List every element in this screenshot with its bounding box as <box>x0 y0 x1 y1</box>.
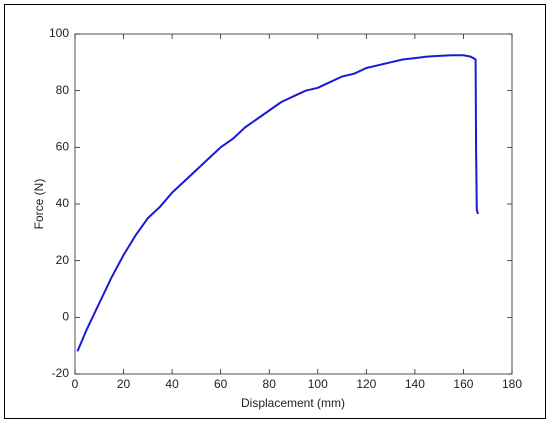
x-tick-label: 140 <box>405 377 425 391</box>
y-tick-label: -20 <box>52 366 70 380</box>
x-tick-label: 0 <box>72 377 79 391</box>
x-tick-label: 160 <box>453 377 473 391</box>
x-tick-label: 120 <box>356 377 376 391</box>
y-tick-label: 20 <box>56 253 70 267</box>
y-axis-label: Force (N) <box>32 179 46 230</box>
y-tick-label: 60 <box>56 140 70 154</box>
x-axis-label: Displacement (mm) <box>241 396 345 410</box>
x-tick-label: 100 <box>308 377 328 391</box>
data-line <box>76 54 479 352</box>
y-tick-label: 40 <box>56 196 70 210</box>
x-tick-label: 40 <box>165 377 179 391</box>
x-tick-label: 80 <box>263 377 277 391</box>
y-tick-label: 100 <box>49 26 69 40</box>
figure-border <box>4 4 546 419</box>
x-tick-label: 180 <box>502 377 522 391</box>
y-tick-label: 0 <box>62 310 69 324</box>
y-tick-label: 80 <box>56 83 70 97</box>
x-tick-label: 20 <box>117 377 131 391</box>
x-tick-label: 60 <box>214 377 228 391</box>
